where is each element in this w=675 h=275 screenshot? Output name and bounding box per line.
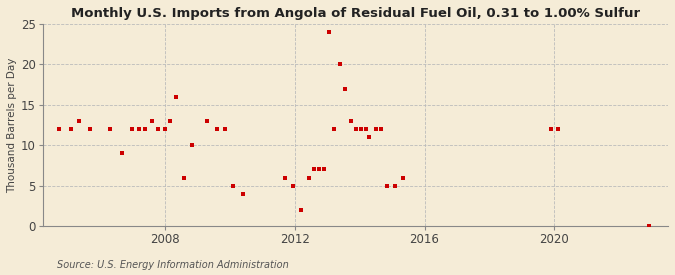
Point [237, 192, 248, 196]
Point [104, 127, 115, 131]
Point [296, 208, 306, 212]
Point [179, 175, 190, 180]
Point [308, 167, 319, 172]
Point [314, 167, 325, 172]
Point [371, 127, 381, 131]
Point [552, 127, 563, 131]
Y-axis label: Thousand Barrels per Day: Thousand Barrels per Day [7, 57, 17, 193]
Point [323, 30, 334, 34]
Point [304, 175, 315, 180]
Point [171, 95, 182, 99]
Point [319, 167, 329, 172]
Point [146, 119, 157, 123]
Point [340, 86, 350, 91]
Point [364, 135, 375, 139]
Point [279, 175, 290, 180]
Point [375, 127, 386, 131]
Point [335, 62, 346, 67]
Title: Monthly U.S. Imports from Angola of Residual Fuel Oil, 0.31 to 1.00% Sulfur: Monthly U.S. Imports from Angola of Resi… [71, 7, 640, 20]
Point [65, 127, 76, 131]
Point [546, 127, 557, 131]
Text: Source: U.S. Energy Information Administration: Source: U.S. Energy Information Administ… [57, 260, 289, 270]
Point [382, 183, 393, 188]
Point [159, 127, 170, 131]
Point [84, 127, 95, 131]
Point [164, 119, 175, 123]
Point [117, 151, 128, 155]
Point [356, 127, 367, 131]
Point [202, 119, 213, 123]
Point [211, 127, 222, 131]
Point [219, 127, 230, 131]
Point [398, 175, 409, 180]
Point [127, 127, 138, 131]
Point [153, 127, 163, 131]
Point [328, 127, 339, 131]
Point [227, 183, 238, 188]
Point [643, 224, 654, 228]
Point [351, 127, 362, 131]
Point [346, 119, 357, 123]
Point [134, 127, 144, 131]
Point [390, 183, 401, 188]
Point [360, 127, 371, 131]
Point [54, 127, 65, 131]
Point [288, 183, 298, 188]
Point [140, 127, 151, 131]
Point [74, 119, 84, 123]
Point [187, 143, 198, 147]
